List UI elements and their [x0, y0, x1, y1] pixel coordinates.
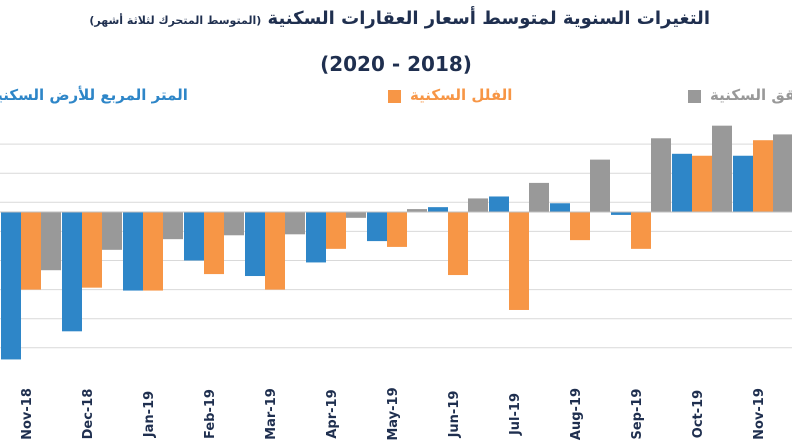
- bar-villas: [448, 212, 468, 276]
- legend-label-villas: الفلل السكنية: [410, 86, 513, 104]
- bar-land: [611, 212, 631, 215]
- bar-villas: [204, 212, 224, 275]
- bar-apartments: [285, 212, 305, 235]
- x-tick-label: Feb-19: [203, 389, 218, 439]
- chart-title: التغيرات السنوية لمتوسط أسعار العقارات ا…: [89, 8, 710, 29]
- x-tick-label: Dec-18: [81, 389, 96, 440]
- legend-item-land: المتر المربع للأرض السكنية: [0, 86, 222, 108]
- legend-label-apartments: الشقق السكنية: [710, 86, 792, 104]
- chart-period: (2020 - 2018): [320, 52, 472, 76]
- bar-apartments: [590, 159, 610, 212]
- bar-land: [367, 212, 387, 242]
- bar-land: [733, 155, 753, 212]
- bar-apartments: [102, 212, 122, 250]
- x-tick-label: Oct-19: [691, 390, 706, 438]
- bar-land: [672, 153, 692, 212]
- bar-land: [550, 203, 570, 212]
- bar-apartments: [773, 134, 792, 212]
- x-tick-label: Aug-19: [569, 388, 584, 440]
- x-tick-label: Sep-19: [630, 389, 645, 440]
- bar-land: [184, 212, 204, 261]
- bar-land: [306, 212, 326, 263]
- bar-land: [489, 196, 509, 212]
- legend-label-land: المتر المربع للأرض السكنية: [0, 86, 188, 104]
- x-tick-label: Jun-19: [447, 391, 462, 439]
- chart-legend: المتر المربع للأرض السكنية الفلل السكنية…: [0, 86, 792, 108]
- x-tick-label: Apr-19: [325, 389, 340, 438]
- chart-title-block: التغيرات السنوية لمتوسط أسعار العقارات ا…: [0, 0, 792, 84]
- x-tick-label: Jan-19: [142, 391, 157, 438]
- legend-item-villas: الفلل السكنية: [388, 86, 538, 108]
- bar-apartments: [651, 138, 671, 212]
- x-tick-label: Nov-18: [20, 388, 35, 440]
- bar-land: [62, 212, 82, 332]
- bar-land: [245, 212, 265, 277]
- bar-apartments: [529, 182, 549, 212]
- x-tick-label: May-19: [386, 387, 401, 440]
- bar-villas: [509, 212, 529, 310]
- bar-apartments: [346, 212, 366, 218]
- bar-villas: [143, 212, 163, 291]
- bar-land: [1, 212, 21, 360]
- legend-swatch-apartments: [688, 90, 701, 103]
- chart-subtitle: (المتوسط المتحرك لثلاثة أشهر): [89, 14, 262, 27]
- bar-apartments: [41, 212, 61, 271]
- bar-apartments: [224, 212, 244, 236]
- bar-villas: [82, 212, 102, 288]
- bar-land: [428, 207, 448, 212]
- bar-villas: [326, 212, 346, 249]
- bar-villas: [387, 212, 407, 247]
- bar-apartments: [407, 209, 427, 212]
- bar-villas: [692, 155, 712, 212]
- bar-villas: [570, 212, 590, 241]
- bar-villas: [631, 212, 651, 249]
- x-tick-label: Nov-19: [752, 388, 767, 440]
- bar-apartments: [468, 198, 488, 212]
- bar-apartments: [712, 125, 732, 212]
- bar-villas: [21, 212, 41, 290]
- legend-swatch-villas: [388, 90, 401, 103]
- x-tick-label: Jul-19: [508, 393, 523, 436]
- chart-title-text: التغيرات السنوية لمتوسط أسعار العقارات ا…: [267, 8, 710, 29]
- legend-item-apartments: الشقق السكنية: [688, 86, 792, 108]
- bar-land: [123, 212, 143, 291]
- bar-apartments: [163, 212, 183, 240]
- bar-villas: [265, 212, 285, 290]
- x-tick-label: Mar-19: [264, 388, 279, 440]
- bar-villas: [753, 140, 773, 212]
